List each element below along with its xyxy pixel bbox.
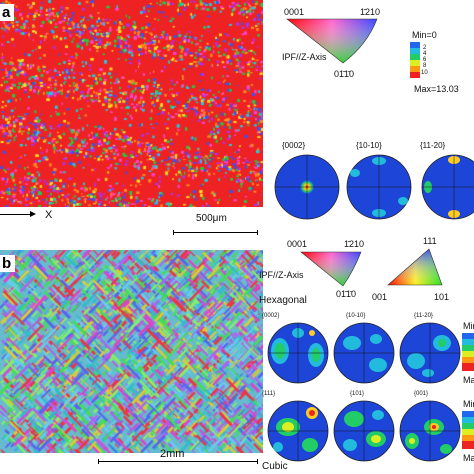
legend-cubic-colorbar — [462, 411, 474, 449]
legend-a-tick-6: 6 — [423, 57, 427, 63]
legend-a-tick-4: 4 — [423, 51, 427, 57]
ipf-triangle-b-cubic — [387, 248, 443, 286]
legend-a-tick-8: 8 — [423, 63, 427, 69]
ipf-b-title: IPF//Z-Axis — [259, 270, 304, 280]
pole-figure-a-0002 — [274, 154, 340, 220]
ipf-triangle-b-hex — [300, 251, 362, 287]
legend-hex-min: Min — [463, 321, 474, 331]
pole-figure-hex-0002 — [267, 322, 329, 384]
pf-hex-title-10-10: {10-10} — [346, 313, 366, 319]
legend-a-tick-10: 10 — [421, 70, 428, 76]
panel-label-a: a — [0, 4, 15, 21]
ipf-b-corner-0001: 0001 — [287, 239, 308, 249]
pf-hex-title-0002: {0002} — [262, 313, 280, 319]
pf-cubic-title-111: {111} — [262, 391, 276, 397]
pole-figure-cubic-101 — [333, 400, 395, 462]
legend-a-tick-2: 2 — [423, 45, 427, 51]
legend-hex-max: Ma — [463, 375, 474, 385]
pole-figure-hex-11-20 — [399, 322, 461, 384]
ipf-cubic-corner-111: 111 — [423, 236, 437, 246]
cubic-title: Cubic — [262, 461, 288, 472]
x-axis-label: X — [45, 209, 53, 221]
scalebar-b-label: 2mm — [160, 448, 185, 460]
x-axis-arrow — [0, 214, 32, 215]
pole-figure-a-10-10 — [346, 154, 412, 220]
hexagonal-title: Hexagonal — [259, 295, 307, 306]
ipf-b-corner-0110: 01̄1̄0 — [336, 289, 357, 299]
pf-a-title-11-20: {11-20} — [420, 141, 446, 150]
scalebar-b-line — [98, 461, 258, 462]
ipf-triangle-a — [286, 18, 378, 64]
pole-figure-hex-10-10 — [333, 322, 395, 384]
pole-figure-cubic-111 — [267, 400, 329, 462]
ebsd-map-a — [0, 0, 263, 207]
legend-a-colorbar — [410, 42, 420, 78]
legend-hex-colorbar — [462, 333, 474, 371]
legend-a-max: Max=13.03 — [414, 84, 459, 94]
scalebar-b-tick-left — [98, 459, 99, 464]
pf-cubic-title-001: {001} — [414, 391, 429, 397]
legend-cubic-min: Min — [463, 399, 474, 409]
scalebar-a-tick-right — [257, 230, 258, 235]
pole-figure-a-11-20 — [421, 154, 474, 220]
pf-a-title-0002: {0002} — [282, 141, 306, 150]
scalebar-a-line — [173, 232, 258, 233]
scalebar-a-tick-left — [173, 230, 174, 235]
legend-a-min: Min=0 — [412, 30, 437, 40]
pole-figure-cubic-001 — [399, 400, 461, 462]
scalebar-a-label: 500μm — [196, 213, 227, 224]
ipf-b-corner-1210: 1̄210 — [344, 239, 365, 249]
panel-label-b: b — [0, 255, 16, 272]
pf-cubic-title-101: {101} — [350, 391, 365, 397]
ipf-a-title: IPF//Z-Axis — [282, 52, 327, 62]
legend-cubic-max: Ma — [463, 453, 474, 463]
ipf-cubic-corner-001: 001 — [372, 292, 388, 302]
ipf-a-corner-1210: 1̄210 — [360, 7, 381, 17]
pf-a-title-10-10: {10-10} — [356, 141, 382, 150]
ipf-cubic-corner-101: 101 — [434, 292, 450, 302]
pf-hex-title-11-20: {11-20} — [414, 313, 433, 319]
ipf-a-corner-0110: 01̄1̄0 — [334, 69, 355, 79]
ipf-a-corner-0001: 0001 — [284, 7, 305, 17]
ebsd-map-b — [0, 250, 263, 453]
scalebar-b-tick-right — [257, 459, 258, 464]
x-axis-arrowhead — [30, 211, 36, 217]
ebsd-map-b-canvas — [0, 250, 263, 453]
ebsd-map-a-canvas — [0, 0, 263, 207]
